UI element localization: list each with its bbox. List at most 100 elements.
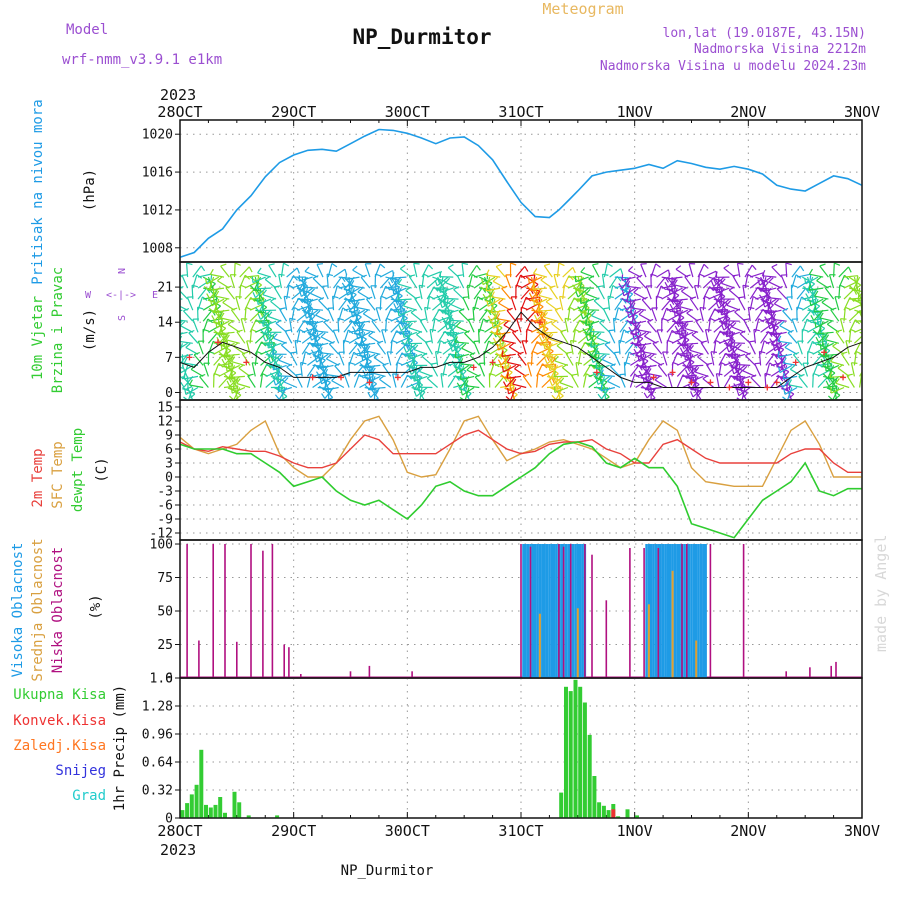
wind-barb-flag xyxy=(529,293,532,298)
wind-barb-flag xyxy=(581,268,585,273)
high-cloud-bar xyxy=(660,544,662,678)
wind-barb-flag xyxy=(738,297,744,298)
precip-ytick-label: 0.64 xyxy=(142,756,173,771)
wind-barb-flag xyxy=(608,296,614,297)
wind-barb-flag xyxy=(468,285,474,286)
wind-barb xyxy=(544,266,552,278)
wind-barb xyxy=(560,383,573,388)
wind-barb-flag xyxy=(555,308,561,309)
temp-ytick-label: -9 xyxy=(157,513,173,528)
wind-barb xyxy=(594,301,604,311)
wind-barb xyxy=(836,383,849,387)
wind-barb xyxy=(309,309,323,310)
wind-gust-marker xyxy=(707,379,713,385)
wind-barb xyxy=(669,277,683,279)
wind-barb-flag xyxy=(387,318,393,320)
wind-barb xyxy=(518,354,526,365)
wind-barb xyxy=(735,312,745,321)
plot-layer: 1008101210161020071421-12-9-6-3036912150… xyxy=(142,103,880,840)
wind-barb xyxy=(836,332,844,344)
wind-barb-flag xyxy=(674,310,675,316)
wind-barb-flag xyxy=(686,370,689,375)
wind-barb-flag xyxy=(831,387,832,393)
wind-barb-flag xyxy=(305,267,309,271)
wind-barb-flag xyxy=(575,290,581,291)
wind-barb xyxy=(274,287,281,299)
total-precip-bar xyxy=(204,805,208,818)
wind-barb xyxy=(544,332,558,333)
high-cloud-bar xyxy=(645,544,647,678)
wind-barb xyxy=(334,269,346,277)
precip-legend-convective: Konvek.Kisa xyxy=(13,713,106,729)
wind-barb-flag xyxy=(864,314,868,319)
low-cloud-bar xyxy=(809,667,811,678)
wind-barb-flag xyxy=(550,378,556,379)
precip-ylabel: 1hr Precip (mm) xyxy=(112,685,128,811)
wind-barb xyxy=(550,288,558,300)
x-tick-label-bottom: 2NOV xyxy=(730,822,766,840)
temp-ytick-label: -3 xyxy=(157,485,173,500)
wind-barb-flag xyxy=(263,336,265,342)
wind-barb-flag xyxy=(317,264,323,265)
wind-barb xyxy=(825,288,833,299)
wind-barb-flag xyxy=(380,264,385,268)
wind-barb-flag xyxy=(724,265,729,268)
wind-barb-flag xyxy=(409,275,415,276)
wind-barb-flag xyxy=(284,263,289,266)
wind-barb-flag xyxy=(404,345,410,346)
wind-barb-flag xyxy=(566,352,572,353)
wind-barb-flag xyxy=(249,267,252,272)
wind-barb xyxy=(377,343,385,354)
wind-barb-flag xyxy=(320,363,321,369)
total-precip-bar xyxy=(190,794,194,818)
wind-barb xyxy=(637,278,646,288)
wind-barb xyxy=(668,374,672,388)
high-cloud-bar xyxy=(574,544,576,678)
high-cloud-bar xyxy=(548,544,550,678)
wind-barb-flag xyxy=(332,264,337,267)
wind-barb xyxy=(474,273,488,277)
wind-barb xyxy=(280,309,287,321)
wind-barb xyxy=(475,377,484,388)
wind-barb xyxy=(310,293,323,299)
wind-barb xyxy=(772,267,782,277)
wind-barb xyxy=(392,277,406,278)
low-cloud-bar xyxy=(830,666,832,678)
wind-barb xyxy=(383,365,391,377)
temp-ytick-label: 3 xyxy=(165,457,173,472)
high-cloud-bar xyxy=(551,544,553,678)
wind-barb-flag xyxy=(754,329,760,330)
high-cloud-bar xyxy=(532,544,534,678)
wind-barb-flag xyxy=(596,379,598,385)
x-tick-label-bottom: 28OCT xyxy=(157,822,202,840)
wind-barb-flag xyxy=(171,339,174,344)
wind-barb-flag xyxy=(389,282,392,287)
wind-barb xyxy=(724,375,731,387)
wind-barb-flag xyxy=(221,344,222,350)
wind-barb-flag xyxy=(473,307,479,308)
total-precip-bar xyxy=(597,802,601,818)
precip-ytick-label: 0.96 xyxy=(142,728,173,743)
wind-barb-flag xyxy=(598,286,604,287)
high-cloud-bar xyxy=(700,544,702,678)
wind-barb-flag xyxy=(763,301,765,307)
wind-barb xyxy=(731,343,745,344)
wind-barb-flag xyxy=(174,353,179,357)
wind-barb xyxy=(834,263,835,277)
total-precip-bar xyxy=(223,813,227,818)
x-tick-label-top: 3NOV xyxy=(844,103,880,121)
wind-barb-flag xyxy=(607,263,612,266)
high-cloud-bar xyxy=(655,544,657,678)
wind-barb xyxy=(751,378,761,388)
wind-barb-flag xyxy=(274,286,280,287)
x-tick-label-top: 31OCT xyxy=(498,103,543,121)
wind-barb-flag xyxy=(759,351,765,352)
wind-barb-flag xyxy=(173,265,178,268)
total-precip-bar xyxy=(578,687,582,818)
wind-barb-flag xyxy=(680,348,683,353)
wind-barb xyxy=(750,273,763,277)
wind-barb xyxy=(598,287,605,299)
cloud-panel-label-3: Niska Oblacnost xyxy=(50,547,66,673)
high-cloud-bar xyxy=(527,544,529,678)
